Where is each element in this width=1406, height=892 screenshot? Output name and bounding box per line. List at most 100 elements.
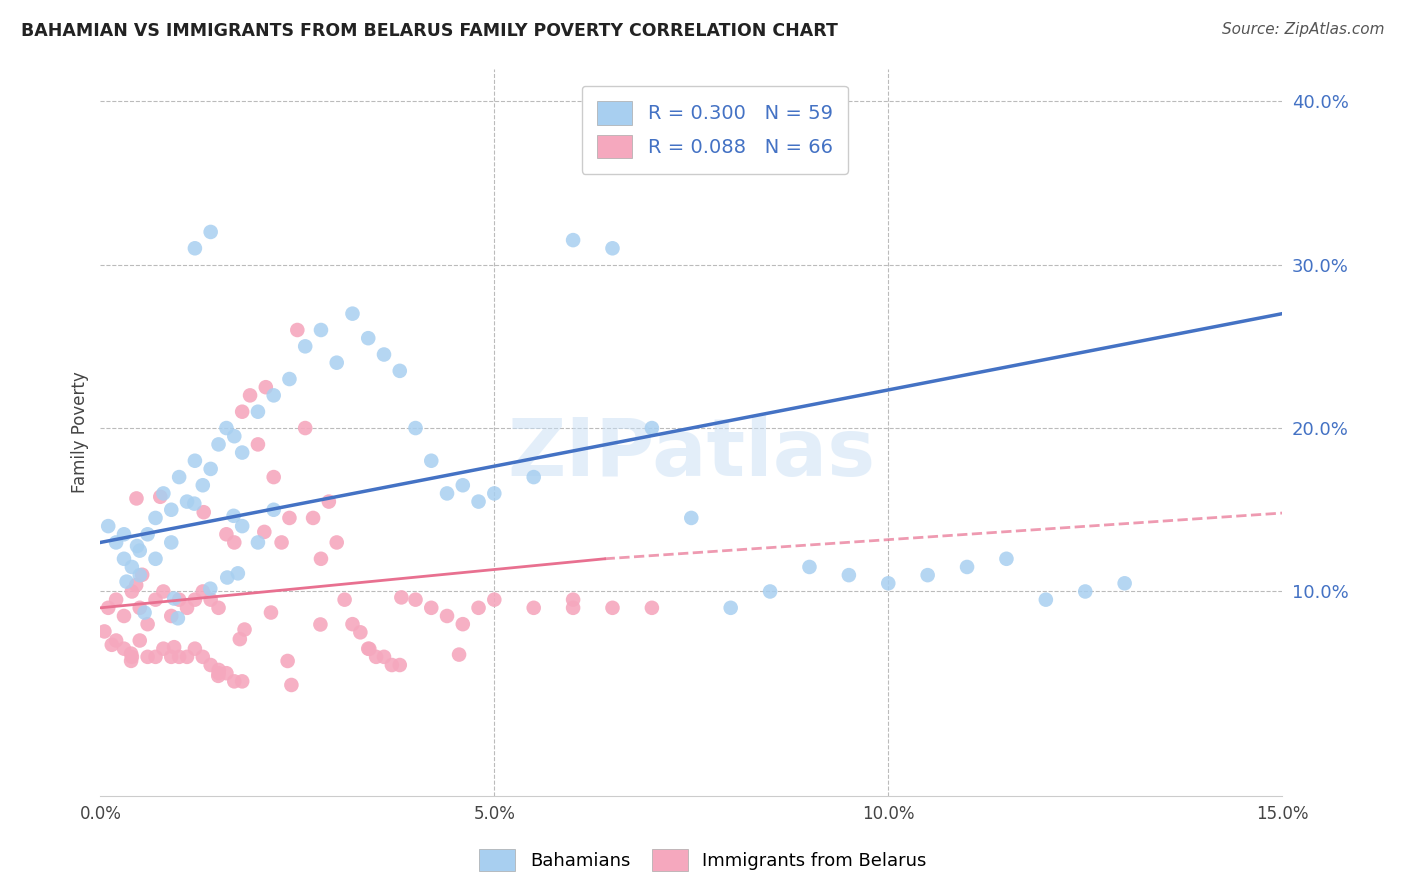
Point xyxy=(349,625,371,640)
Point xyxy=(121,560,143,574)
Point xyxy=(405,421,427,435)
Point xyxy=(1035,592,1057,607)
Point xyxy=(263,502,285,516)
Point xyxy=(207,600,229,615)
Point xyxy=(294,421,316,435)
Point xyxy=(233,623,256,637)
Point xyxy=(226,566,249,581)
Point xyxy=(280,678,302,692)
Point xyxy=(200,462,222,476)
Point xyxy=(254,380,277,394)
Point xyxy=(602,241,624,255)
Point xyxy=(420,600,443,615)
Point xyxy=(163,591,186,606)
Point xyxy=(191,649,214,664)
Point xyxy=(231,674,253,689)
Point xyxy=(467,494,489,508)
Point xyxy=(207,437,229,451)
Point xyxy=(105,633,128,648)
Point xyxy=(121,584,143,599)
Point xyxy=(405,592,427,607)
Point xyxy=(215,527,238,541)
Point xyxy=(160,502,183,516)
Point xyxy=(484,486,506,500)
Point xyxy=(136,527,159,541)
Point xyxy=(451,478,474,492)
Point xyxy=(215,421,238,435)
Point xyxy=(263,470,285,484)
Point xyxy=(523,470,546,484)
Point xyxy=(302,511,325,525)
Point xyxy=(120,647,142,661)
Point xyxy=(152,584,174,599)
Point xyxy=(357,331,380,345)
Point xyxy=(388,364,411,378)
Point xyxy=(200,582,222,596)
Point xyxy=(160,535,183,549)
Text: Source: ZipAtlas.com: Source: ZipAtlas.com xyxy=(1222,22,1385,37)
Point xyxy=(278,372,301,386)
Point xyxy=(136,649,159,664)
Point xyxy=(176,600,198,615)
Point xyxy=(97,519,120,533)
Point xyxy=(799,560,821,574)
Text: ZIPatlas: ZIPatlas xyxy=(508,415,876,493)
Point xyxy=(956,560,979,574)
Point xyxy=(176,494,198,508)
Point xyxy=(112,527,135,541)
Point xyxy=(373,649,395,664)
Point xyxy=(224,429,246,443)
Point xyxy=(388,658,411,673)
Point xyxy=(246,437,269,451)
Point xyxy=(128,600,150,615)
Point xyxy=(325,356,347,370)
Point xyxy=(562,592,585,607)
Point xyxy=(277,654,299,668)
Point xyxy=(285,323,308,337)
Point xyxy=(128,568,150,582)
Point xyxy=(115,574,138,589)
Point xyxy=(523,600,546,615)
Point xyxy=(184,592,207,607)
Point xyxy=(420,454,443,468)
Point xyxy=(128,633,150,648)
Point xyxy=(200,225,222,239)
Point xyxy=(207,666,229,681)
Point xyxy=(207,669,229,683)
Point xyxy=(145,511,167,525)
Point xyxy=(309,323,332,337)
Point xyxy=(200,592,222,607)
Point xyxy=(145,592,167,607)
Point xyxy=(246,535,269,549)
Point xyxy=(125,491,148,506)
Point xyxy=(681,511,703,525)
Point xyxy=(167,592,190,607)
Point xyxy=(641,600,664,615)
Point xyxy=(995,551,1018,566)
Point xyxy=(467,600,489,615)
Point xyxy=(342,617,364,632)
Point xyxy=(451,617,474,632)
Point xyxy=(759,584,782,599)
Point xyxy=(224,535,246,549)
Point xyxy=(163,640,186,655)
Point xyxy=(152,641,174,656)
Point xyxy=(145,551,167,566)
Point xyxy=(325,535,347,549)
Point xyxy=(97,600,120,615)
Point xyxy=(176,649,198,664)
Point xyxy=(152,486,174,500)
Point xyxy=(105,535,128,549)
Point xyxy=(167,470,190,484)
Point xyxy=(449,648,471,662)
Point xyxy=(229,632,252,646)
Point xyxy=(215,666,238,681)
Point xyxy=(125,539,148,553)
Point xyxy=(366,649,388,664)
Point xyxy=(112,551,135,566)
Point xyxy=(239,388,262,402)
Legend: R = 0.300   N = 59, R = 0.088   N = 66: R = 0.300 N = 59, R = 0.088 N = 66 xyxy=(582,86,848,174)
Point xyxy=(641,421,664,435)
Point xyxy=(309,617,332,632)
Point xyxy=(121,649,143,664)
